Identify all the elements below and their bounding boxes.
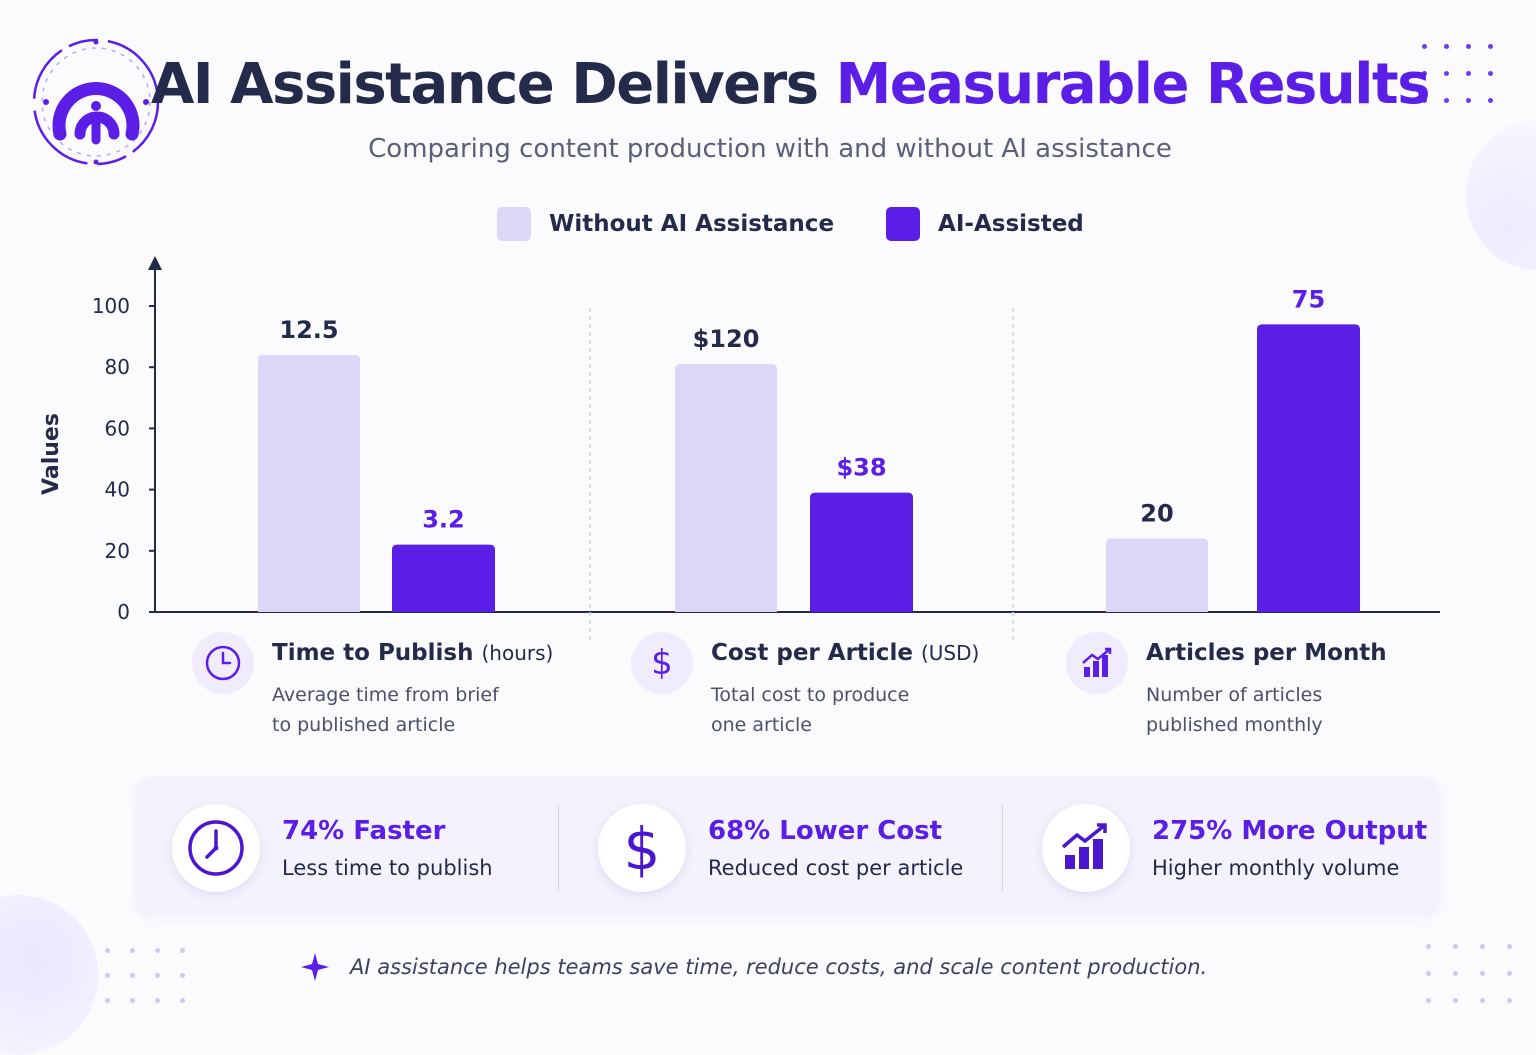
divider — [1002, 805, 1003, 891]
bar-chart-icon — [1066, 632, 1128, 694]
data-label: 12.5 — [279, 316, 338, 344]
category-name: Time to Publish (hours) — [272, 640, 554, 666]
growth-chart-icon — [1042, 804, 1130, 892]
summary-subtext: Reduced cost per article — [708, 856, 964, 880]
summary-subtext: Less time to publish — [282, 856, 493, 880]
data-label: $38 — [836, 454, 886, 482]
svg-text:$: $ — [651, 643, 673, 683]
legend-label: Without AI Assistance — [549, 211, 835, 237]
summary-headline: 68% Lower Cost — [708, 816, 943, 846]
category-info-cost: $ Cost per Article (USD) Total cost to p… — [631, 632, 991, 740]
bar — [675, 364, 777, 612]
title-main: AI Assistance Delivers — [150, 52, 819, 117]
logo-icon — [32, 38, 160, 166]
legend-swatch — [497, 207, 531, 241]
category-description: Number of articles published monthly — [1146, 684, 1323, 736]
decorative-dots — [1426, 944, 1534, 1003]
y-axis-arrow — [148, 256, 162, 270]
clock-icon — [172, 804, 260, 892]
data-label: 20 — [1140, 500, 1173, 528]
summary-headline: 74% Faster — [282, 816, 446, 846]
dollar-icon: $ — [598, 804, 686, 892]
category-name: Cost per Article (USD) — [711, 640, 980, 666]
data-label: 75 — [1292, 285, 1325, 313]
y-tick-label: 60 — [105, 416, 130, 440]
divider — [558, 805, 559, 891]
dollar-icon: $ — [631, 632, 693, 694]
sparkle-icon — [301, 953, 329, 981]
bar-chart: 0 20 40 60 80 100 Values 12.5 3.2 $120 $38 20 75 — [39, 256, 1440, 640]
y-tick-label: 20 — [105, 539, 130, 563]
category-name: Articles per Month — [1146, 640, 1387, 666]
bar — [258, 354, 360, 612]
y-tick-label: 100 — [92, 294, 130, 318]
legend-item-without-ai: Without AI Assistance — [497, 207, 834, 241]
category-description: Total cost to produce one article — [711, 684, 910, 736]
y-tick-label: 0 — [117, 600, 130, 624]
decorative-dots — [105, 948, 205, 1003]
summary-stat-faster: 74% Faster Less time to publish — [172, 804, 493, 892]
bar — [392, 544, 495, 612]
decorative-circle — [0, 895, 98, 1055]
page-subtitle: Comparing content production with and wi… — [368, 134, 1172, 164]
legend-item-ai-assisted: AI-Assisted — [886, 207, 1084, 241]
svg-text:$: $ — [624, 817, 661, 879]
summary-subtext: Higher monthly volume — [1152, 856, 1400, 880]
y-tick-label: 40 — [105, 478, 130, 502]
clock-icon — [192, 632, 254, 694]
legend-swatch — [886, 207, 921, 241]
decorative-dots — [1422, 44, 1510, 103]
bar — [810, 492, 913, 612]
summary-stat-cost: $ 68% Lower Cost Reduced cost per articl… — [598, 804, 963, 892]
y-axis-label: Values — [39, 413, 64, 495]
bar — [1106, 538, 1208, 612]
category-info-articles: Articles per Month Number of articles pub… — [1066, 632, 1426, 740]
data-label: 3.2 — [422, 506, 465, 534]
summary-panel: 74% Faster Less time to publish $ 68% Lo… — [134, 777, 1440, 917]
footer-text: AI assistance helps teams save time, red… — [350, 955, 1208, 979]
bar — [1257, 324, 1360, 612]
summary-stat-output: 275% More Output Higher monthly volume — [1042, 804, 1427, 892]
chart-legend: Without AI Assistance AI-Assisted — [497, 207, 1084, 241]
page-title: AI Assistance Delivers Measurable Result… — [0, 52, 1536, 117]
summary-headline: 275% More Output — [1152, 816, 1428, 846]
category-info-time: Time to Publish (hours) Average time fro… — [192, 632, 553, 740]
footer-note: AI assistance helps teams save time, red… — [300, 952, 1207, 982]
title-accent: Measurable Results — [835, 52, 1431, 117]
data-label: $120 — [693, 325, 760, 353]
y-tick-label: 80 — [105, 355, 130, 379]
category-description: Average time from brief to published arti… — [272, 684, 499, 736]
legend-label: AI-Assisted — [938, 211, 1084, 237]
